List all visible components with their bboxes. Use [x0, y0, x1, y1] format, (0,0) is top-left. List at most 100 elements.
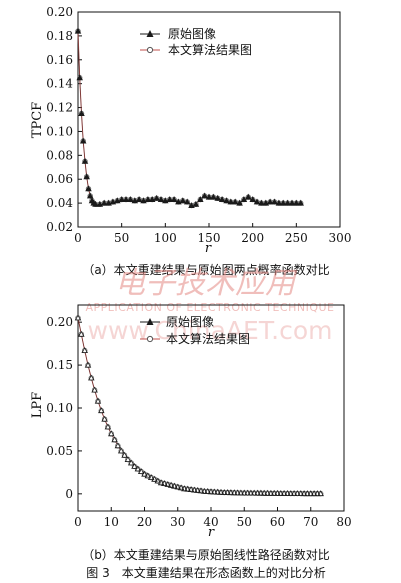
- y-axis-ticks: 0 0.05 0.10 0.15 0.20: [46, 315, 82, 501]
- data-point-original: [104, 423, 112, 430]
- legend-triangle-icon: [146, 318, 154, 325]
- x-tick-label: 100: [154, 231, 177, 245]
- data-point-original: [157, 196, 165, 202]
- x-tick-label: 20: [137, 515, 152, 529]
- data-point-original: [192, 200, 200, 207]
- data-point-original: [260, 489, 268, 496]
- data-point-original: [131, 462, 138, 469]
- data-point-original: [181, 485, 188, 492]
- x-tick-label: 60: [270, 515, 285, 529]
- chart-tpcf: 0.02 0.04 0.06 0.08 0.10 0.12 0.14 0.16 0.18 0.20…: [30, 5, 351, 277]
- data-point-original: [114, 442, 122, 449]
- data-point-original: [210, 193, 217, 200]
- data-point-original: [191, 486, 198, 493]
- data-point-original: [236, 199, 243, 206]
- data-point-original: [147, 474, 155, 480]
- data-point-original: [201, 487, 208, 494]
- watermark: 电子技术应用 APPLICATION OF ELECTRONIC TECHNIQ…: [86, 266, 334, 345]
- data-point-original: [111, 436, 118, 443]
- data-point-original: [88, 374, 95, 381]
- data-point-original: [288, 199, 296, 206]
- data-point-original: [188, 202, 195, 208]
- data-point-original: [277, 489, 285, 496]
- data-point-original: [287, 490, 295, 496]
- x-axis-label: r: [205, 241, 212, 256]
- data-point-original: [214, 488, 221, 495]
- data-point-original: [284, 199, 291, 206]
- data-point-original: [86, 192, 94, 199]
- chart-lpf: 00.050.100.150.20 0 10 20 30 40 50 60 70 80 LPF …: [30, 304, 352, 562]
- data-point-original: [227, 198, 235, 205]
- y-tick-label: 0.08: [46, 148, 73, 162]
- data-point-original: [204, 487, 211, 494]
- data-point-original: [184, 485, 191, 492]
- y-axis-label: TPCF: [30, 102, 45, 138]
- legend-triangle-icon: [146, 30, 154, 37]
- data-point-original: [162, 197, 169, 204]
- data-point-original: [231, 198, 239, 205]
- data-point-original: [244, 489, 251, 496]
- data-point-original: [137, 468, 145, 474]
- data-point-original: [166, 196, 173, 202]
- data-point-original: [187, 486, 195, 492]
- y-tick-label: 0.02: [46, 220, 73, 234]
- data-point-original: [274, 489, 281, 496]
- y-tick-label: 0.14: [46, 77, 73, 91]
- data-point-original: [257, 489, 265, 496]
- data-point-original: [253, 198, 261, 205]
- x-axis-label: r: [208, 525, 215, 540]
- y-tick-label: 0.20: [46, 5, 73, 19]
- caption-b: （b）本文重建结果与原始图线性路径函数对比: [82, 547, 330, 562]
- data-point-original: [275, 199, 283, 206]
- series-lines: [77, 31, 301, 207]
- data-point-original: [317, 490, 324, 497]
- data-point-original: [164, 480, 172, 487]
- data-point-original: [214, 194, 221, 201]
- data-point-original: [94, 397, 102, 404]
- legend-label-original: 原始图像: [166, 315, 214, 329]
- x-tick-label: 0: [74, 515, 82, 529]
- data-point-original: [79, 137, 87, 144]
- data-point-original: [217, 488, 225, 495]
- x-tick-label: 0: [74, 231, 82, 245]
- y-tick-label: 0.06: [46, 172, 73, 186]
- y-tick-label: 0.15: [46, 358, 73, 372]
- data-point-original: [127, 459, 135, 466]
- data-point-original: [98, 407, 105, 414]
- data-point-original: [141, 470, 148, 477]
- data-point-original: [91, 386, 98, 393]
- x-tick-label: 70: [303, 515, 318, 529]
- data-point-original: [290, 490, 298, 496]
- data-point-original: [81, 157, 89, 164]
- x-tick-label: 50: [237, 515, 252, 529]
- data-point-original: [271, 198, 278, 205]
- x-tick-label: 40: [203, 515, 218, 529]
- data-point-original: [78, 330, 85, 337]
- data-point-original: [174, 483, 181, 490]
- series-markers: [74, 27, 304, 209]
- data-point-original: [267, 489, 275, 496]
- x-tick-label: 30: [170, 515, 185, 529]
- data-point-original: [270, 489, 278, 496]
- data-point-original: [194, 486, 201, 493]
- y-tick-label: 0.10: [46, 124, 73, 138]
- data-point-original: [197, 487, 205, 494]
- data-point-original: [161, 480, 168, 486]
- data-point-original: [197, 196, 204, 202]
- x-tick-label: 250: [285, 231, 308, 245]
- data-point-original: [280, 489, 288, 496]
- data-point-original: [84, 361, 92, 368]
- data-point-original: [109, 198, 117, 205]
- y-axis-ticks: 0.02 0.04 0.06 0.08 0.10 0.12 0.14 0.16 0.18 0.20: [46, 5, 82, 234]
- data-point-original: [74, 27, 82, 34]
- y-tick-label: 0.20: [46, 315, 73, 329]
- data-point-original: [310, 490, 318, 497]
- data-point-original: [144, 196, 152, 202]
- data-point-original: [250, 489, 258, 496]
- x-tick-label: 80: [336, 515, 351, 529]
- data-point-original: [247, 489, 255, 496]
- data-point-original: [76, 74, 83, 81]
- data-point-original: [179, 197, 187, 204]
- x-axis-ticks: 0 50 100 150 200 250 300: [74, 223, 351, 245]
- data-point-original: [304, 490, 311, 497]
